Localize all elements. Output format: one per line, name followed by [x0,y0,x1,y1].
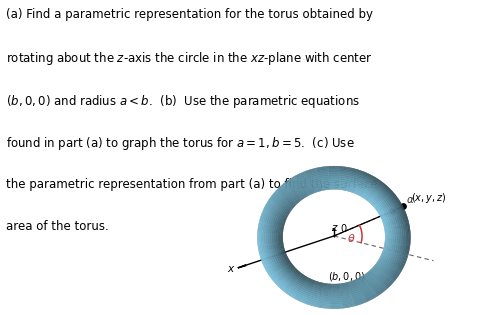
Text: rotating about the $z$-axis the circle in the $xz$-plane with center: rotating about the $z$-axis the circle i… [6,50,372,67]
Text: $(b, 0,0)$ and radius $a < b$.  (b)  Use the parametric equations: $(b, 0,0)$ and radius $a < b$. (b) Use t… [6,93,360,110]
Text: area of the torus.: area of the torus. [6,220,109,233]
Text: the parametric representation from part (a) to find the surface: the parametric representation from part … [6,178,377,191]
Text: found in part (a) to graph the torus for $a = 1, b = 5$.  (c) Use: found in part (a) to graph the torus for… [6,135,354,152]
Text: (a) Find a parametric representation for the torus obtained by: (a) Find a parametric representation for… [6,8,373,21]
